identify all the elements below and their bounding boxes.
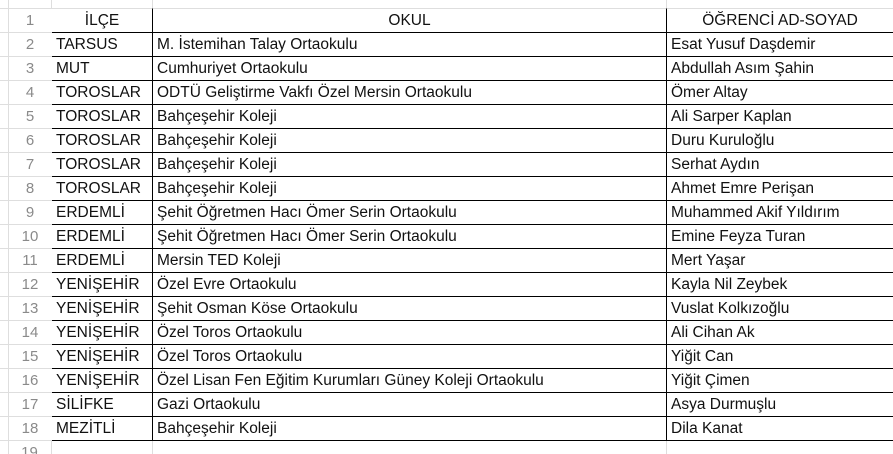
cell-ilce[interactable]: MUT: [52, 57, 153, 81]
cell-ogrenci[interactable]: Kayla Nil Zeybek: [667, 273, 893, 297]
cell-okul[interactable]: Bahçeşehir Koleji: [153, 153, 667, 177]
cell-ogrenci[interactable]: Yiğit Çimen: [667, 369, 893, 393]
cell-okul[interactable]: Özel Evre Ortaokulu: [153, 273, 667, 297]
cell-ogrenci[interactable]: Ahmet Emre Perişan: [667, 177, 893, 201]
cell-ogrenci[interactable]: Asya Durmuşlu: [667, 393, 893, 417]
cell-ilce[interactable]: YENİŞEHİR: [52, 369, 153, 393]
sliver-cell[interactable]: [667, 0, 893, 8]
header-cell-ogrenci[interactable]: ÖĞRENCİ AD-SOYAD: [667, 8, 893, 33]
cell-okul[interactable]: Şehit Öğretmen Hacı Ömer Serin Ortaokulu: [153, 201, 667, 225]
row-number[interactable]: 8: [0, 177, 52, 201]
cell-okul[interactable]: Özel Toros Ortaokulu: [153, 321, 667, 345]
cell-ogrenci[interactable]: Ali Cihan Ak: [667, 321, 893, 345]
row-number[interactable]: 16: [0, 369, 52, 393]
cell-okul[interactable]: Şehit Osman Köse Ortaokulu: [153, 297, 667, 321]
row-number[interactable]: 4: [0, 81, 52, 105]
cell-ilce[interactable]: [52, 441, 153, 454]
cell-okul[interactable]: Özel Lisan Fen Eğitim Kurumları Güney Ko…: [153, 369, 667, 393]
sliver-cell[interactable]: [153, 0, 667, 8]
cell-ilce[interactable]: TARSUS: [52, 33, 153, 57]
cell-ogrenci[interactable]: Serhat Aydın: [667, 153, 893, 177]
cell-okul[interactable]: ODTÜ Geliştirme Vakfı Özel Mersin Ortaok…: [153, 81, 667, 105]
cell-ilce[interactable]: ERDEMLİ: [52, 201, 153, 225]
cell-ilce[interactable]: ERDEMLİ: [52, 249, 153, 273]
cell-ogrenci[interactable]: Yiğit Can: [667, 345, 893, 369]
cell-okul[interactable]: M. İstemihan Talay Ortaokulu: [153, 33, 667, 57]
row-number[interactable]: 7: [0, 153, 52, 177]
cell-okul[interactable]: Bahçeşehir Koleji: [153, 129, 667, 153]
row-number[interactable]: 14: [0, 321, 52, 345]
row-number[interactable]: 19: [0, 441, 52, 454]
cell-ogrenci[interactable]: Vuslat Kolkızoğlu: [667, 297, 893, 321]
cell-ilce[interactable]: MEZİTLİ: [52, 417, 153, 441]
cell-okul[interactable]: Bahçeşehir Koleji: [153, 417, 667, 441]
cell-ilce[interactable]: TOROSLAR: [52, 177, 153, 201]
cell-ilce[interactable]: ERDEMLİ: [52, 225, 153, 249]
row-header-gridline: [8, 0, 9, 454]
row-number[interactable]: 11: [0, 249, 52, 273]
row-number[interactable]: 1: [0, 8, 52, 33]
cell-okul[interactable]: Şehit Öğretmen Hacı Ömer Serin Ortaokulu: [153, 225, 667, 249]
cell-ogrenci[interactable]: Mert Yaşar: [667, 249, 893, 273]
cell-ilce[interactable]: TOROSLAR: [52, 153, 153, 177]
sliver-cell[interactable]: [52, 0, 153, 8]
cell-okul[interactable]: Mersin TED Koleji: [153, 249, 667, 273]
cell-okul[interactable]: Cumhuriyet Ortaokulu: [153, 57, 667, 81]
row-number[interactable]: 13: [0, 297, 52, 321]
cell-ogrenci[interactable]: Esat Yusuf Daşdemir: [667, 33, 893, 57]
cell-ilce[interactable]: TOROSLAR: [52, 105, 153, 129]
cell-ogrenci[interactable]: [667, 441, 893, 454]
cell-okul[interactable]: Bahçeşehir Koleji: [153, 177, 667, 201]
cell-ogrenci[interactable]: Dila Kanat: [667, 417, 893, 441]
row-number[interactable]: 18: [0, 417, 52, 441]
row-number[interactable]: 2: [0, 33, 52, 57]
cell-ogrenci[interactable]: Emine Feyza Turan: [667, 225, 893, 249]
cell-ilce[interactable]: TOROSLAR: [52, 129, 153, 153]
cell-ilce[interactable]: YENİŞEHİR: [52, 345, 153, 369]
cell-ogrenci[interactable]: Duru Kuruloğlu: [667, 129, 893, 153]
row-number[interactable]: 6: [0, 129, 52, 153]
cell-ilce[interactable]: YENİŞEHİR: [52, 297, 153, 321]
row-number[interactable]: 5: [0, 105, 52, 129]
cell-okul[interactable]: Bahçeşehir Koleji: [153, 105, 667, 129]
cell-ogrenci[interactable]: Ali Sarper Kaplan: [667, 105, 893, 129]
row-number[interactable]: 9: [0, 201, 52, 225]
header-cell-okul[interactable]: OKUL: [153, 8, 667, 33]
cell-ogrenci[interactable]: Muhammed Akif Yıldırım: [667, 201, 893, 225]
cell-ilce[interactable]: YENİŞEHİR: [52, 273, 153, 297]
cell-ogrenci[interactable]: Abdullah Asım Şahin: [667, 57, 893, 81]
cell-okul[interactable]: Gazi Ortaokulu: [153, 393, 667, 417]
cell-ilce[interactable]: YENİŞEHİR: [52, 321, 153, 345]
row-number[interactable]: 15: [0, 345, 52, 369]
cell-okul[interactable]: [153, 441, 667, 454]
row-number[interactable]: 17: [0, 393, 52, 417]
sliver-gutter: [0, 0, 52, 8]
header-cell-ilce[interactable]: İLÇE: [52, 8, 153, 33]
cell-okul[interactable]: Özel Toros Ortaokulu: [153, 345, 667, 369]
cell-ogrenci[interactable]: Ömer Altay: [667, 81, 893, 105]
cell-ilce[interactable]: TOROSLAR: [52, 81, 153, 105]
row-number[interactable]: 3: [0, 57, 52, 81]
row-number[interactable]: 10: [0, 225, 52, 249]
cell-ilce[interactable]: SİLİFKE: [52, 393, 153, 417]
row-number[interactable]: 12: [0, 273, 52, 297]
